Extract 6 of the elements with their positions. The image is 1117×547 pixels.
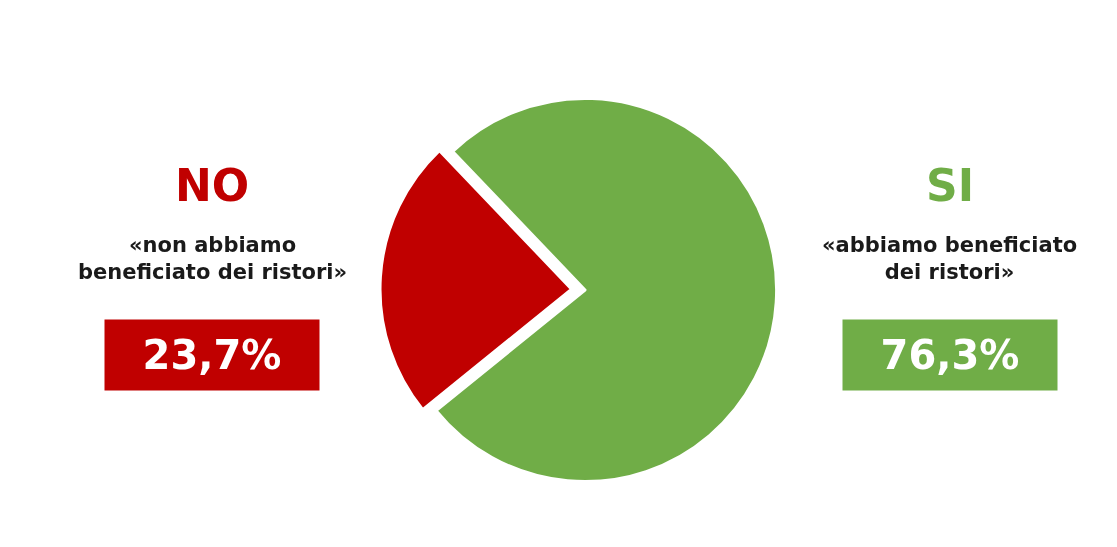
data-label: 76,3% — [880, 332, 1020, 378]
slice-label: SI — [926, 160, 975, 211]
text: «abbiamo beneficiato dei ristori» — [822, 233, 1078, 285]
slice-label: NO — [175, 160, 250, 211]
text: «non abbiamo beneficiato dei ristori» — [78, 233, 348, 285]
data-label: 23,7% — [142, 332, 282, 378]
